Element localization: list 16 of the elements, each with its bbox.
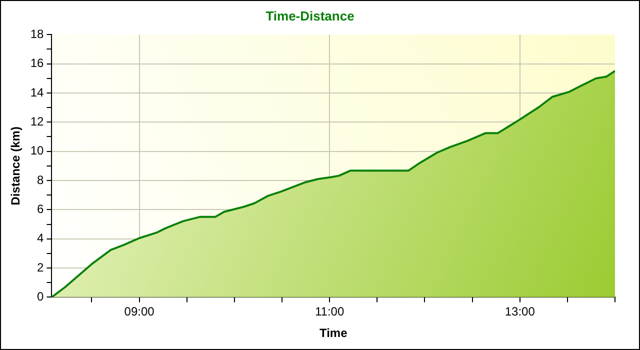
chart-title: Time-Distance bbox=[266, 8, 354, 24]
y-tick-label: 0 bbox=[37, 290, 44, 304]
y-axis-title: Distance (km) bbox=[8, 126, 23, 206]
y-tick-label: 14 bbox=[30, 85, 44, 100]
y-tick-label: 18 bbox=[30, 26, 44, 41]
x-tick-label: 11:00 bbox=[315, 304, 344, 319]
y-tick-label: 8 bbox=[37, 172, 44, 187]
x-axis-title: Time bbox=[319, 326, 348, 340]
y-tick-label: 10 bbox=[30, 144, 44, 158]
y-tick-label: 4 bbox=[37, 231, 44, 246]
y-tick-label: 12 bbox=[30, 114, 44, 128]
y-tick-label: 16 bbox=[30, 56, 44, 70]
y-tick-label: 2 bbox=[37, 260, 44, 274]
x-tick-label: 13:00 bbox=[504, 304, 536, 319]
y-tick-label: 6 bbox=[37, 202, 44, 216]
x-tick-label: 09:00 bbox=[124, 304, 155, 319]
